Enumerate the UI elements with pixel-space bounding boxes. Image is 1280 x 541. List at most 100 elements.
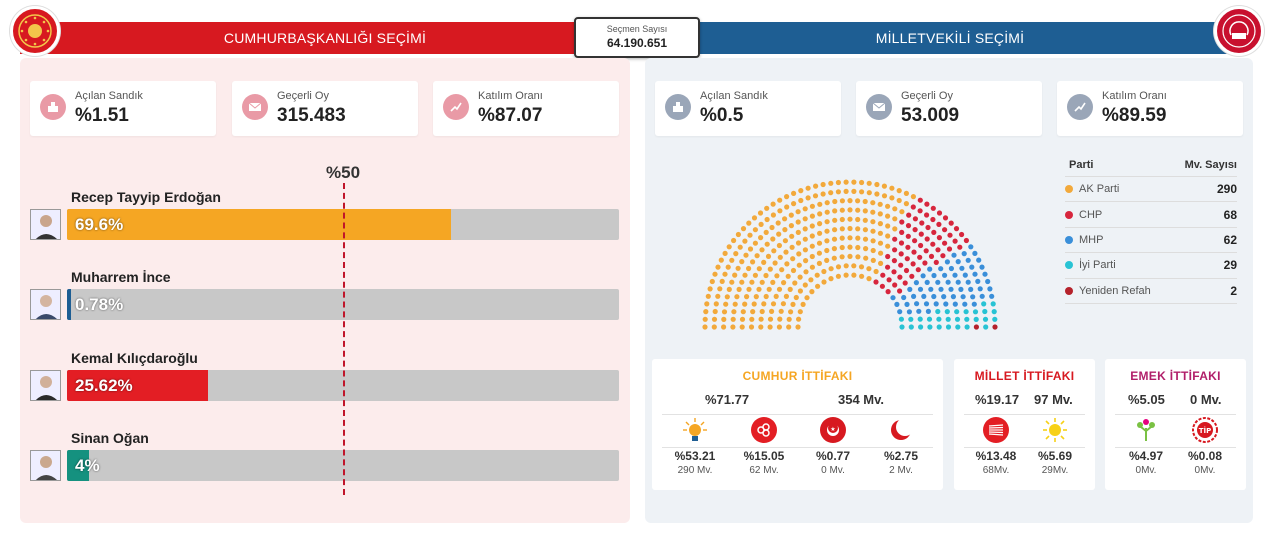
presidential-title: CUMHURBAŞKANLIĞI SEÇİMİ: [223, 30, 427, 46]
seat-dot: [733, 251, 739, 257]
seat-dot: [770, 212, 776, 218]
header-party: Parti: [1069, 159, 1094, 171]
seat-dot: [722, 271, 728, 277]
seat-dot: [789, 233, 795, 239]
seat-dot: [885, 213, 891, 219]
party-seats: 0 Mv.: [821, 465, 845, 476]
table-row: AK Parti 290: [1065, 177, 1237, 203]
seat-dot: [770, 201, 776, 207]
seat-dot: [898, 240, 905, 246]
seat-dot: [897, 309, 903, 315]
seat-dot: [843, 272, 849, 278]
candidate-avatar: [30, 289, 61, 320]
seat-dot: [908, 324, 914, 330]
seat-dot: [702, 324, 708, 330]
seat-dot: [885, 233, 891, 239]
seat-dot: [851, 272, 857, 278]
table-row: Yeniden Refah 2: [1065, 279, 1237, 304]
seat-dot: [719, 278, 725, 284]
seat-dot: [783, 249, 789, 255]
divider: [662, 447, 933, 448]
seat-dot: [707, 286, 713, 292]
seat-dot: [797, 288, 803, 294]
seat-dot: [817, 211, 823, 217]
seat-dot: [782, 227, 788, 233]
seat-dot: [955, 279, 961, 285]
party-dot: [1065, 286, 1073, 295]
seat-dot: [896, 188, 902, 194]
seat-dot: [885, 253, 891, 260]
seat-dot: [917, 286, 924, 292]
seat-dot: [981, 301, 987, 307]
seat-dot: [797, 309, 803, 315]
seat-dot: [754, 253, 760, 259]
seat-dot: [713, 301, 719, 307]
seat-dot: [809, 223, 815, 229]
candidate-pct: 25.62%: [75, 376, 133, 395]
seat-dot: [824, 238, 830, 244]
stat-label: Katılım Oranı: [1102, 90, 1167, 102]
seat-dot: [828, 266, 834, 272]
seat-dot: [863, 255, 869, 261]
seat-dot: [903, 201, 909, 207]
seat-dot: [935, 308, 941, 315]
seat-dot: [752, 240, 758, 246]
stat-label: Geçerli Oy: [901, 90, 953, 102]
seat-dot: [918, 242, 924, 249]
seat-dot: [870, 257, 876, 263]
seat-dot: [855, 244, 861, 251]
seat-dot: [870, 238, 876, 244]
seat-dot: [963, 237, 969, 244]
seat-dot: [910, 194, 916, 200]
seat-dot: [839, 207, 845, 213]
seat-dot: [963, 309, 969, 315]
seat-dot: [870, 228, 876, 234]
stat-value: 53.009: [901, 105, 960, 126]
seat-dot: [855, 216, 861, 223]
seat-dot: [769, 308, 775, 314]
trend-chart-icon: [1067, 94, 1093, 120]
seat-dot: [802, 282, 808, 288]
party-cell: %53.21 290 Mv.: [665, 417, 725, 476]
party-seats: 68Mv.: [982, 465, 1010, 476]
seat-dot: [786, 316, 792, 322]
seat-dot: [769, 224, 775, 231]
seat-dot: [832, 198, 838, 205]
candidate-bar-fill: [67, 370, 209, 401]
seat-dot: [795, 209, 801, 215]
seat-dot: [866, 266, 872, 272]
seat-dot: [936, 210, 943, 216]
envelope-icon: [866, 94, 892, 120]
seat-dot: [931, 229, 937, 235]
seat-dot: [847, 207, 853, 213]
alliance-pct: %19.17: [975, 392, 1020, 407]
seat-dot: [987, 286, 993, 292]
seat-dot: [740, 226, 747, 232]
seat-dot: [757, 210, 764, 216]
trend-chart-icon: [443, 94, 469, 120]
candidate-name: Kemal Kılıçdaroğlu: [71, 350, 198, 366]
seat-dot: [899, 229, 905, 235]
seat-dot: [935, 247, 941, 253]
seat-dot: [783, 293, 789, 299]
table-row: İyi Parti 29: [1065, 253, 1237, 279]
seat-dot: [951, 252, 957, 258]
seat-dot: [944, 309, 950, 315]
seat-dot: [711, 316, 718, 322]
seat-dot: [735, 265, 741, 271]
seat-dot: [815, 283, 821, 289]
seat-dot: [886, 277, 892, 283]
seat-dot: [928, 253, 935, 259]
seat-dot: [770, 301, 777, 307]
alliance-card-cumhur: CUMHUR İTTİFAKI %71.77 354 Mv. %53.21 29…: [652, 359, 943, 490]
party-cell: %15.05 62 Mv.: [734, 417, 794, 476]
seat-dot: [816, 240, 823, 246]
seat-dot: [921, 293, 927, 299]
seat-dot: [739, 279, 745, 285]
alliance-card-millet: MİLLET İTTİFAKI %19.17 97 Mv. %13.48 68M…: [954, 359, 1095, 490]
sun-icon: [1042, 417, 1068, 443]
party-seats: 62 Mv.: [749, 465, 779, 476]
candidate-avatar: [30, 370, 61, 401]
seat-dot: [915, 267, 921, 273]
seat-dot: [847, 235, 853, 241]
